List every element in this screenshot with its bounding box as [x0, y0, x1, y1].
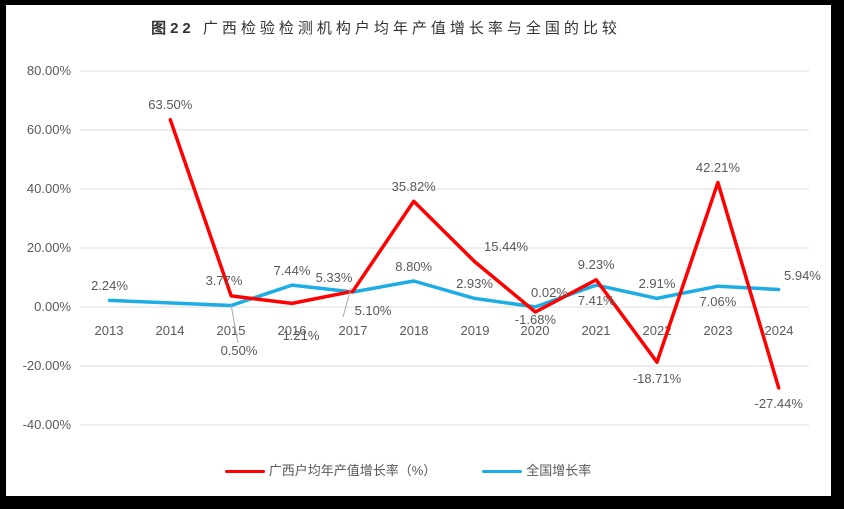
svg-text:42.21%: 42.21%	[696, 160, 741, 175]
svg-text:2.24%: 2.24%	[91, 278, 128, 293]
svg-text:2023: 2023	[704, 323, 733, 338]
svg-text:0.02%: 0.02%	[531, 285, 568, 300]
svg-text:2.93%: 2.93%	[456, 276, 493, 291]
svg-text:2018: 2018	[400, 323, 429, 338]
svg-text:7.06%: 7.06%	[699, 294, 736, 309]
svg-text:7.44%: 7.44%	[274, 263, 311, 278]
svg-text:3.77%: 3.77%	[206, 273, 243, 288]
svg-text:2015: 2015	[217, 323, 246, 338]
svg-text:-27.44%: -27.44%	[754, 396, 803, 411]
svg-text:2017: 2017	[339, 323, 368, 338]
svg-text:0.50%: 0.50%	[221, 343, 258, 358]
svg-text:-18.71%: -18.71%	[633, 371, 682, 386]
svg-text:7.41%: 7.41%	[578, 293, 615, 308]
svg-text:2013: 2013	[95, 323, 124, 338]
svg-text:63.50%: 63.50%	[148, 97, 193, 112]
svg-text:80.00%: 80.00%	[27, 63, 72, 78]
svg-text:5.94%: 5.94%	[784, 268, 821, 283]
svg-text:60.00%: 60.00%	[27, 122, 72, 137]
svg-text:-40.00%: -40.00%	[23, 417, 72, 432]
svg-text:8.80%: 8.80%	[395, 259, 432, 274]
svg-text:2021: 2021	[582, 323, 611, 338]
svg-text:-1.68%: -1.68%	[515, 312, 557, 327]
svg-text:0.00%: 0.00%	[34, 299, 71, 314]
svg-text:2019: 2019	[461, 323, 490, 338]
svg-text:9.23%: 9.23%	[578, 257, 615, 272]
svg-text:2024: 2024	[765, 323, 794, 338]
svg-text:5.10%: 5.10%	[355, 303, 392, 318]
svg-text:2.91%: 2.91%	[639, 276, 676, 291]
svg-text:2014: 2014	[156, 323, 185, 338]
svg-text:15.44%: 15.44%	[484, 239, 529, 254]
svg-text:5.33%: 5.33%	[316, 270, 353, 285]
svg-text:1.21%: 1.21%	[283, 328, 320, 343]
svg-text:-20.00%: -20.00%	[23, 358, 72, 373]
svg-text:35.82%: 35.82%	[392, 179, 437, 194]
svg-text:40.00%: 40.00%	[27, 181, 72, 196]
svg-text:20.00%: 20.00%	[27, 240, 72, 255]
